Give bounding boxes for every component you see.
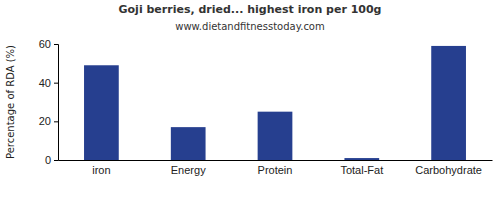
chart: Goji berries, dried... highest iron per …: [0, 0, 500, 200]
x-tick: Protein: [258, 160, 293, 176]
y-tick-label: 60: [39, 38, 51, 50]
x-tick-label: Protein: [258, 164, 293, 176]
bars: [84, 46, 466, 160]
plot: 0 20 40 60 iron Energy Protein Total-Fat Carbohy…: [39, 38, 493, 176]
y-tick-mark: [54, 83, 58, 84]
y-tick-mark: [54, 44, 58, 45]
y-tick-label: 20: [39, 115, 51, 127]
y-tick-mark: [54, 121, 58, 122]
x-axis-line: [59, 160, 493, 161]
y-axis: 0 20 40 60: [39, 38, 59, 166]
y-tick-mark: [54, 160, 58, 161]
x-tick: Total-Fat: [340, 160, 383, 176]
y-axis-title: Percentage of RDA (%): [5, 45, 16, 159]
x-tick-label: iron: [92, 164, 110, 176]
x-tick: Carbohydrate: [415, 160, 482, 176]
x-tick: iron: [92, 160, 110, 176]
x-tick-label: Energy: [171, 164, 206, 176]
y-tick: 20: [39, 115, 58, 127]
bar: [258, 112, 293, 160]
y-tick: 0: [45, 154, 58, 166]
title: Goji berries, dried... highest iron per …: [119, 3, 382, 16]
y-tick: 60: [39, 38, 58, 50]
bar: [84, 65, 119, 160]
bar: [431, 46, 466, 160]
x-tick-label: Total-Fat: [340, 164, 383, 176]
y-axis-line: [54, 45, 59, 161]
bar: [344, 158, 379, 160]
x-tick-label: Carbohydrate: [415, 164, 482, 176]
y-tick-label: 40: [39, 77, 51, 89]
x-axis: iron Energy Protein Total-Fat Carbohydrate: [59, 160, 493, 176]
y-tick: 40: [39, 77, 58, 89]
x-tick: Energy: [171, 160, 206, 176]
y-tick-label: 0: [45, 154, 51, 166]
subtitle: www.dietandfitnesstoday.com: [175, 21, 324, 32]
bar: [171, 127, 206, 160]
